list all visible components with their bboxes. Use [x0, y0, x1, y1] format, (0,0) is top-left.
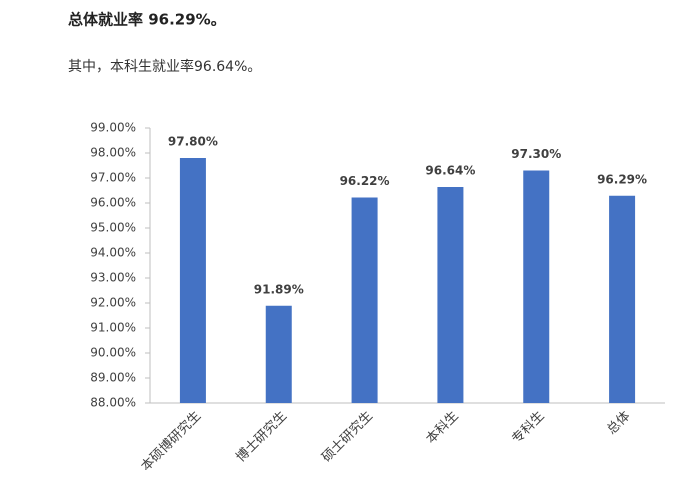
bar	[179, 158, 206, 403]
value-label: 96.64%	[425, 164, 475, 178]
y-tick-label: 90.00%	[90, 346, 136, 360]
y-tick-label: 98.00%	[90, 146, 136, 160]
x-tick-label: 本科生	[424, 409, 462, 447]
y-tick-label: 97.00%	[90, 171, 136, 185]
y-tick-label: 88.00%	[90, 396, 136, 410]
value-label: 96.22%	[340, 174, 390, 188]
subheading: 其中，本科生就业率96.64%。	[68, 58, 261, 75]
value-label: 91.89%	[254, 282, 304, 296]
x-tick-label: 总体	[604, 409, 633, 438]
bar	[351, 197, 378, 403]
bar	[265, 305, 292, 403]
value-label: 97.80%	[168, 135, 218, 149]
y-tick-label: 96.00%	[90, 196, 136, 210]
x-tick-label: 硕士研究生	[319, 409, 376, 466]
y-tick-label: 99.00%	[90, 121, 136, 135]
bar	[609, 195, 636, 403]
y-tick-label: 91.00%	[90, 321, 136, 335]
y-tick-label: 89.00%	[90, 371, 136, 385]
x-tick-label: 博士研究生	[233, 409, 290, 466]
value-label: 97.30%	[511, 147, 561, 161]
x-tick-label: 本硕博研究生	[138, 409, 204, 475]
heading: 总体就业率 96.29%。	[68, 11, 226, 29]
x-tick-label: 专科生	[509, 409, 547, 447]
y-tick-label: 95.00%	[90, 221, 136, 235]
bar	[523, 170, 550, 403]
bar	[437, 187, 464, 403]
y-tick-label: 92.00%	[90, 296, 136, 310]
y-tick-label: 94.00%	[90, 246, 136, 260]
y-tick-label: 93.00%	[90, 271, 136, 285]
value-label: 96.29%	[597, 172, 647, 186]
